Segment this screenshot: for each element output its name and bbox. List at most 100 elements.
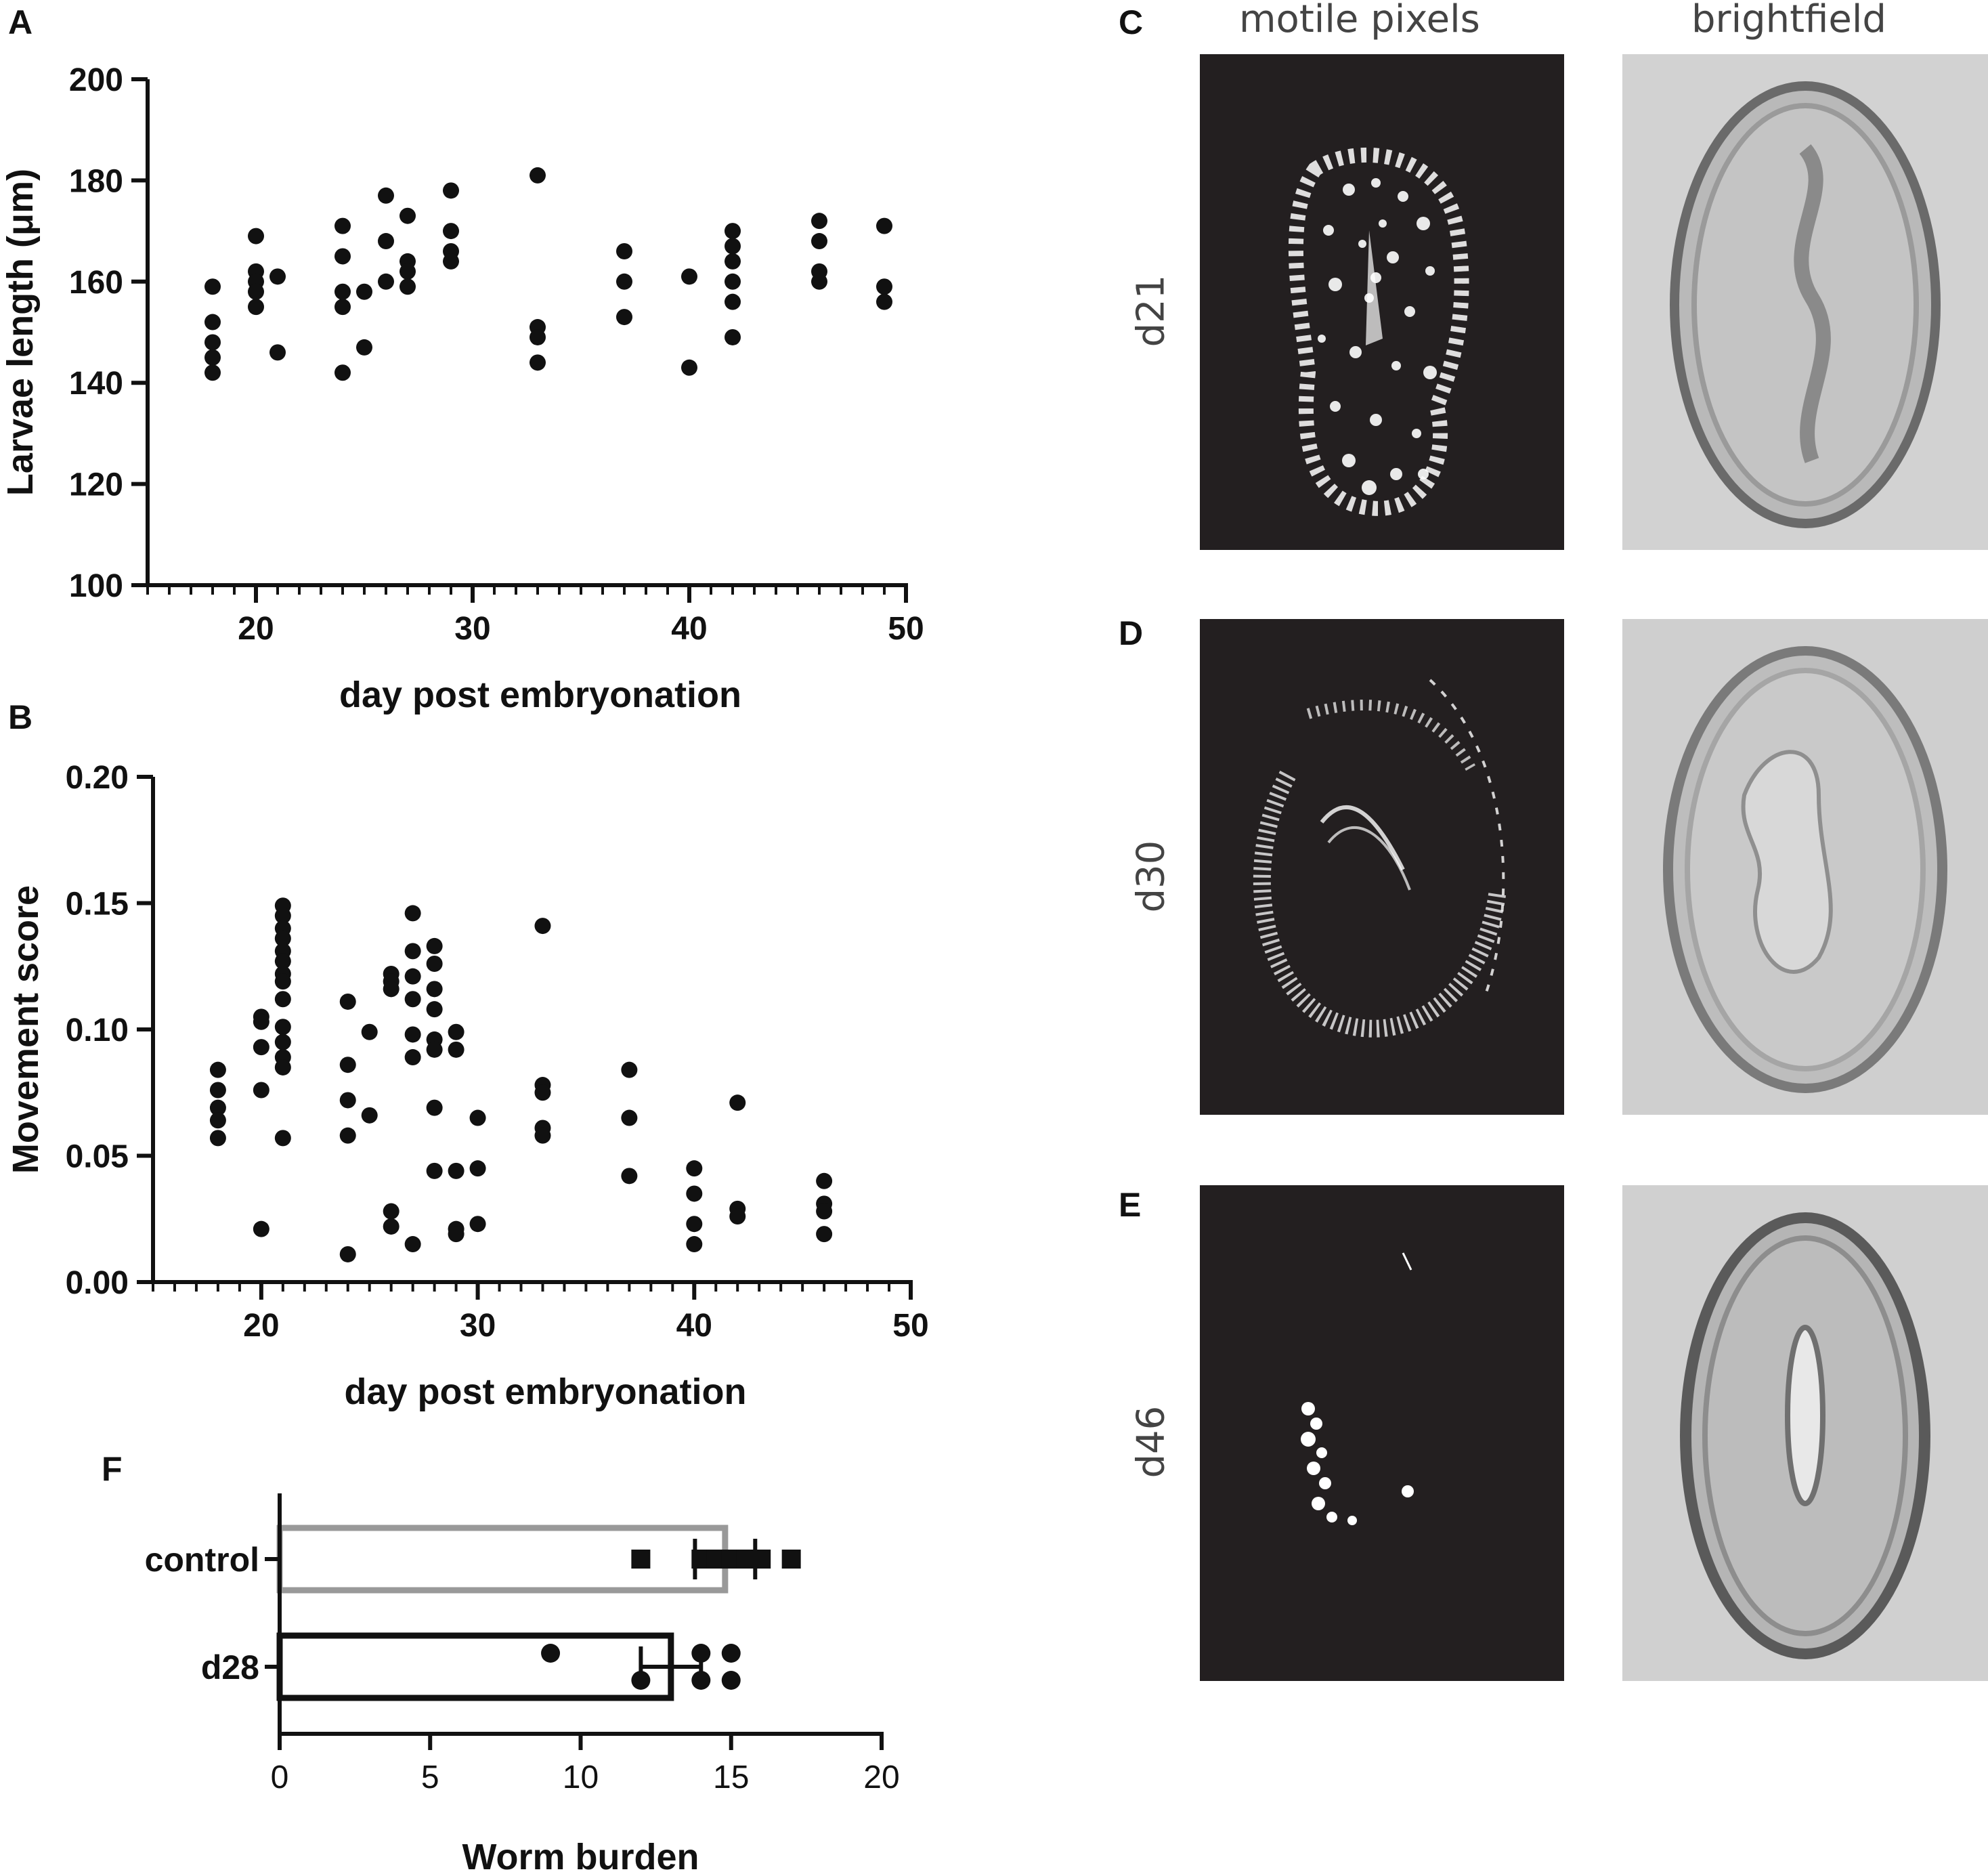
data-point: [426, 1099, 443, 1116]
data-point: [399, 278, 416, 295]
y-tick-label: 200: [69, 62, 123, 98]
data-point: [339, 1092, 356, 1109]
data-point: [204, 278, 221, 295]
data-point: [721, 1671, 741, 1690]
y-tick-label: 0.00: [66, 1265, 129, 1301]
y-tick-label: 0.05: [66, 1139, 129, 1175]
data-point: [361, 1107, 378, 1124]
data-point: [209, 1112, 226, 1129]
data-point: [686, 1216, 703, 1233]
motile-pixels-image-d21: [1200, 54, 1564, 550]
data-point: [339, 1127, 356, 1144]
data-point: [469, 1160, 486, 1177]
data-point: [248, 299, 264, 316]
data-point: [530, 167, 546, 184]
data-point: [541, 1644, 561, 1663]
data-point: [204, 364, 221, 381]
data-point: [334, 217, 351, 234]
data-point: [616, 273, 632, 290]
data-point: [274, 991, 291, 1008]
data-point: [334, 248, 351, 265]
data-point: [248, 283, 264, 300]
data-point: [876, 278, 892, 295]
brightfield-image-d46: [1622, 1185, 1988, 1681]
data-point: [631, 1671, 651, 1690]
data-point: [811, 213, 827, 230]
data-point: [253, 1220, 269, 1237]
data-point: [399, 207, 416, 224]
x-tick-label: 10: [563, 1760, 599, 1795]
x-tick-label: 50: [888, 611, 924, 647]
data-point: [426, 1041, 443, 1058]
data-point: [378, 187, 394, 204]
data-point: [378, 233, 394, 250]
data-point: [631, 1550, 651, 1569]
data-point: [426, 937, 443, 954]
data-point: [725, 293, 741, 310]
panel-letter-a: A: [8, 3, 33, 41]
data-point: [721, 1644, 741, 1663]
data-point: [334, 299, 351, 316]
motile-pixels-image-d46: [1200, 1185, 1564, 1681]
data-point: [691, 1671, 711, 1690]
data-point: [621, 1168, 638, 1185]
y-tick-label: 0.20: [66, 760, 129, 796]
data-point: [816, 1203, 833, 1220]
y-axis-label: Movement score: [5, 885, 46, 1174]
brightfield-image-d21: [1622, 54, 1988, 550]
data-point: [725, 328, 741, 345]
data-point: [404, 1236, 421, 1253]
x-tick-label: 50: [892, 1308, 928, 1344]
y-tick-label: 140: [69, 366, 123, 402]
chart-b: 0.00 0.05 0.10 0.15 0.20 20 30 40 50 day post emb…: [5, 760, 929, 1412]
data-point: [448, 1226, 464, 1243]
data-point: [426, 981, 443, 998]
y-tick-label: 0.15: [66, 887, 129, 922]
data-point: [816, 1172, 833, 1189]
x-tick-label: 30: [460, 1308, 496, 1344]
data-point: [811, 273, 827, 290]
y-tick-label: 180: [69, 163, 123, 199]
data-point: [383, 1203, 399, 1220]
data-point: [681, 268, 697, 285]
data-point: [426, 1162, 443, 1179]
data-point: [686, 1236, 703, 1253]
x-tick-label: 40: [671, 611, 707, 647]
data-point: [209, 1082, 226, 1099]
data-point: [399, 263, 416, 280]
data-point: [274, 1059, 291, 1076]
data-point: [209, 1099, 226, 1116]
y-axis-label: Larvae length (μm): [0, 169, 41, 496]
data-point: [209, 1130, 226, 1147]
data-point: [204, 334, 221, 351]
data-point: [876, 293, 892, 310]
category-label: d28: [201, 1648, 259, 1686]
data-point: [204, 349, 221, 366]
y-tick-label: 160: [69, 265, 123, 301]
row-label-d30: d30: [1129, 840, 1173, 913]
data-point: [686, 1160, 703, 1177]
x-tick-label: 40: [676, 1308, 712, 1344]
data-point: [426, 1001, 443, 1018]
data-point: [686, 1185, 703, 1202]
data-point: [725, 223, 741, 240]
data-point: [725, 273, 741, 290]
data-point: [621, 1061, 638, 1078]
data-point: [339, 993, 356, 1010]
data-point: [269, 268, 286, 285]
x-tick-label: 0: [271, 1760, 289, 1795]
data-point: [274, 953, 291, 970]
x-tick-label: 20: [863, 1760, 899, 1795]
panel-letter-f: F: [102, 1450, 123, 1488]
data-point: [616, 242, 632, 259]
x-tick-label: 20: [243, 1308, 279, 1344]
data-point: [334, 364, 351, 381]
data-point: [534, 918, 551, 935]
data-point: [361, 1023, 378, 1040]
bar-d28: [276, 1632, 674, 1701]
data-point: [383, 981, 399, 998]
panel-letter-c: C: [1119, 3, 1144, 41]
data-point: [530, 328, 546, 345]
brightfield-image-d30: [1622, 619, 1988, 1115]
